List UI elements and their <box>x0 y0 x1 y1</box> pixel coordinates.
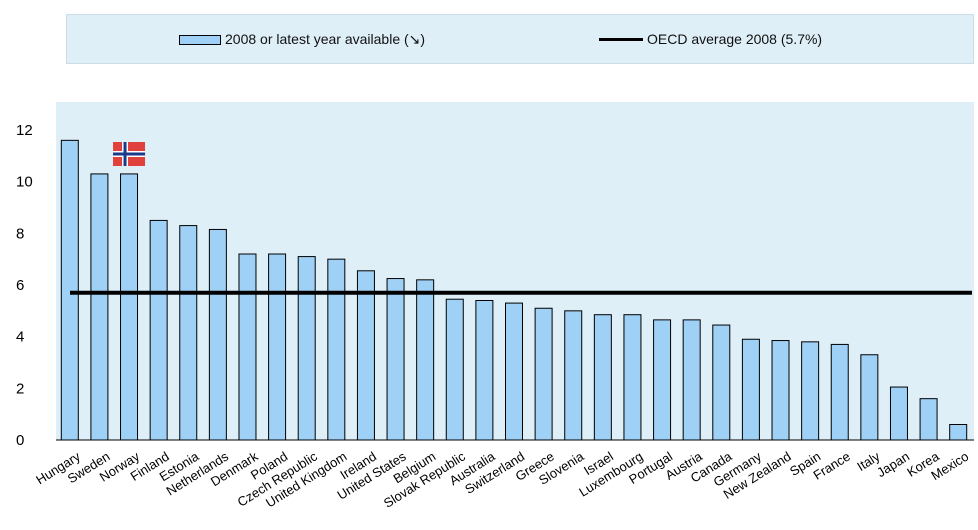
y-axis: 0 2 4 6 8 10 12 <box>16 122 33 449</box>
bar <box>386 278 405 441</box>
legend-item-average: OECD average 2008 (5.7%) <box>599 31 822 47</box>
x-axis-labels: HungarySwedenNorwayFinlandEstoniaNetherl… <box>33 448 971 511</box>
bar <box>949 424 968 441</box>
bar <box>505 302 523 441</box>
bar <box>297 256 316 441</box>
y-tick-label: 6 <box>16 277 24 294</box>
legend-line-swatch <box>599 37 643 41</box>
bar <box>830 343 849 441</box>
bar <box>653 319 672 441</box>
bar <box>327 258 346 441</box>
legend-item-bars: 2008 or latest year available (↘) <box>179 31 425 48</box>
y-tick-label: 10 <box>16 174 33 191</box>
bar <box>90 173 109 441</box>
bar <box>60 139 79 441</box>
bar <box>860 354 879 441</box>
y-tick-label: 0 <box>16 432 24 449</box>
legend-bar-label: 2008 or latest year available (↘) <box>225 31 426 47</box>
bar <box>208 228 227 441</box>
bar <box>564 310 583 441</box>
bar <box>268 253 287 441</box>
bar <box>771 340 790 441</box>
bar <box>741 338 760 441</box>
bar <box>356 270 375 441</box>
x-tick-label: Japan <box>874 449 912 480</box>
bar <box>889 386 908 441</box>
bar <box>416 279 435 441</box>
bar <box>238 253 257 441</box>
bar <box>445 298 464 441</box>
bar <box>120 173 139 441</box>
legend-line-label: OECD average 2008 (5.7%) <box>647 31 823 47</box>
y-tick-label: 4 <box>16 329 24 346</box>
bar <box>682 319 701 441</box>
bar <box>534 307 553 441</box>
bar <box>623 314 642 441</box>
legend: 2008 or latest year available (↘) OECD a… <box>66 14 974 64</box>
bar <box>712 324 731 441</box>
y-tick-label: 12 <box>16 122 33 139</box>
bars <box>60 139 968 441</box>
bar <box>801 341 820 441</box>
y-tick-label: 8 <box>16 225 24 242</box>
legend-bar-swatch <box>179 34 221 45</box>
bar <box>593 314 612 441</box>
bar <box>919 398 938 441</box>
norway-flag-icon <box>113 142 146 166</box>
bar <box>475 300 494 441</box>
y-tick-label: 2 <box>16 380 24 397</box>
bar <box>149 219 168 441</box>
bar <box>179 225 198 441</box>
